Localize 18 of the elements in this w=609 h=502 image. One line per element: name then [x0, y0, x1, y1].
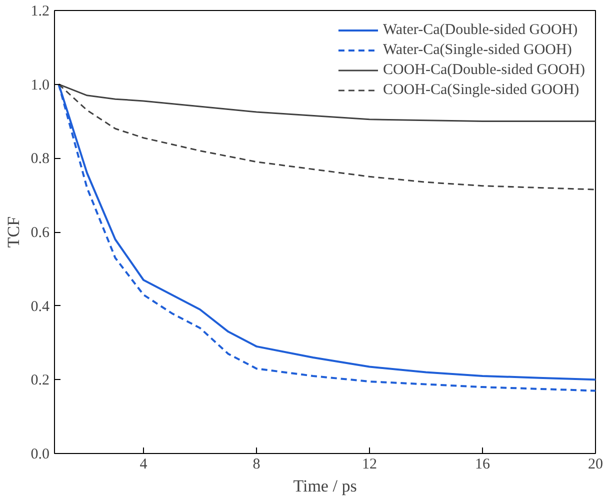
legend-label: Water-Ca(Double-sided GOOH)	[382, 22, 578, 38]
y-tick-label: 0.0	[30, 446, 50, 462]
x-tick-label: 20	[588, 456, 603, 472]
x-tick-label: 4	[140, 456, 148, 472]
legend-label: COOH-Ca(Double-sided GOOH)	[382, 62, 585, 78]
legend-label: Water-Ca(Single-sided GOOH)	[382, 42, 572, 58]
y-axis-title: TCF	[4, 216, 23, 248]
y-tick-label: 0.4	[30, 298, 50, 315]
y-tick-label: 0.2	[30, 372, 50, 389]
y-tick-label: 1.2	[30, 4, 50, 20]
x-tick-label: 12	[362, 456, 377, 472]
x-tick-label: 8	[252, 456, 260, 472]
x-axis-title: Time / ps	[293, 476, 357, 496]
y-tick-label: 1.0	[30, 77, 50, 94]
legend-label: COOH-Ca(Single-sided GOOH)	[382, 82, 580, 98]
x-tick-label: 16	[474, 456, 490, 472]
y-tick-label: 0.6	[30, 225, 50, 241]
y-tick-label: 0.8	[30, 151, 50, 168]
